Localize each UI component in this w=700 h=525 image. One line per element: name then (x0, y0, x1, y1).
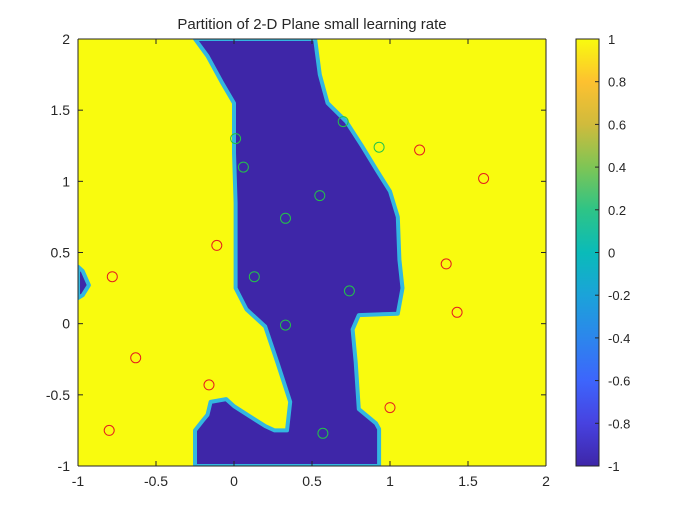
y-tick-label: 2 (62, 31, 70, 47)
colorbar-tick-label: 0.8 (608, 75, 626, 90)
negative-point (314, 190, 326, 202)
colorbar-tick-label: 0.2 (608, 203, 626, 218)
positive-point (106, 271, 118, 283)
y-axis: -1 -0.5 0 0.5 1 1.5 2 (46, 31, 547, 474)
negative-region-main (193, 39, 405, 466)
colorbar-tick-label: 0.6 (608, 117, 626, 132)
negative-point (317, 427, 329, 439)
negative-point (237, 161, 249, 173)
x-tick-label: -1 (72, 473, 85, 489)
colorbar-tick-label: -0.8 (608, 416, 630, 431)
colorbar-tick-label: 0 (608, 246, 615, 261)
negative-point (373, 141, 385, 153)
negative-point (280, 319, 291, 331)
x-tick-label: 2 (542, 473, 550, 489)
negative-point (248, 271, 260, 283)
plot-area (78, 39, 546, 466)
positive-point (130, 352, 142, 364)
x-tick-label: 1.5 (458, 473, 478, 489)
positive-point (384, 402, 396, 414)
colorbar-tick-label: -0.4 (608, 331, 630, 346)
positive-point (203, 379, 215, 391)
positive-point (440, 258, 452, 270)
positive-point (414, 144, 426, 156)
colorbar: -1 -0.8 -0.6 -0.4 -0.2 0 0.2 0.4 0.6 0.8 1 (575, 32, 630, 474)
colorbar-tick-label: -0.6 (608, 374, 630, 389)
colorbar-tick-label: -1 (608, 459, 620, 474)
y-tick-label: 1 (62, 173, 70, 189)
y-tick-label: 0.5 (51, 245, 71, 261)
x-tick-label: 0 (230, 473, 238, 489)
colorbar-tick-label: -0.2 (608, 288, 630, 303)
x-tick-label: 1 (386, 473, 394, 489)
colorbar-tick-label: 1 (608, 32, 615, 47)
colorbar-axis: -1 -0.8 -0.6 -0.4 -0.2 0 0.2 0.4 0.6 0.8 1 (575, 32, 630, 474)
negative-region-small (78, 264, 91, 300)
decision-regions (78, 39, 405, 466)
colorbar-tick-label: 0.4 (608, 160, 626, 175)
x-tick-label: -0.5 (144, 473, 168, 489)
x-axis: -1 -0.5 0 0.5 1 1.5 2 (72, 38, 550, 489)
negative-point (337, 116, 349, 128)
y-tick-label: -1 (58, 458, 71, 474)
negative-point (230, 133, 242, 145)
negative-point (280, 212, 291, 224)
colorbar-scale (576, 39, 599, 466)
negative-point (343, 285, 355, 297)
positive-point (103, 424, 115, 436)
y-tick-label: 1.5 (51, 102, 71, 118)
positive-point (451, 306, 463, 318)
chart-title: Partition of 2-D Plane small learning ra… (177, 16, 446, 33)
y-tick-label: -0.5 (46, 387, 70, 403)
positive-point (478, 173, 490, 184)
y-tick-label: 0 (62, 316, 70, 332)
x-tick-label: 0.5 (302, 473, 322, 489)
positive-point (211, 239, 223, 251)
sample-points (103, 116, 490, 439)
